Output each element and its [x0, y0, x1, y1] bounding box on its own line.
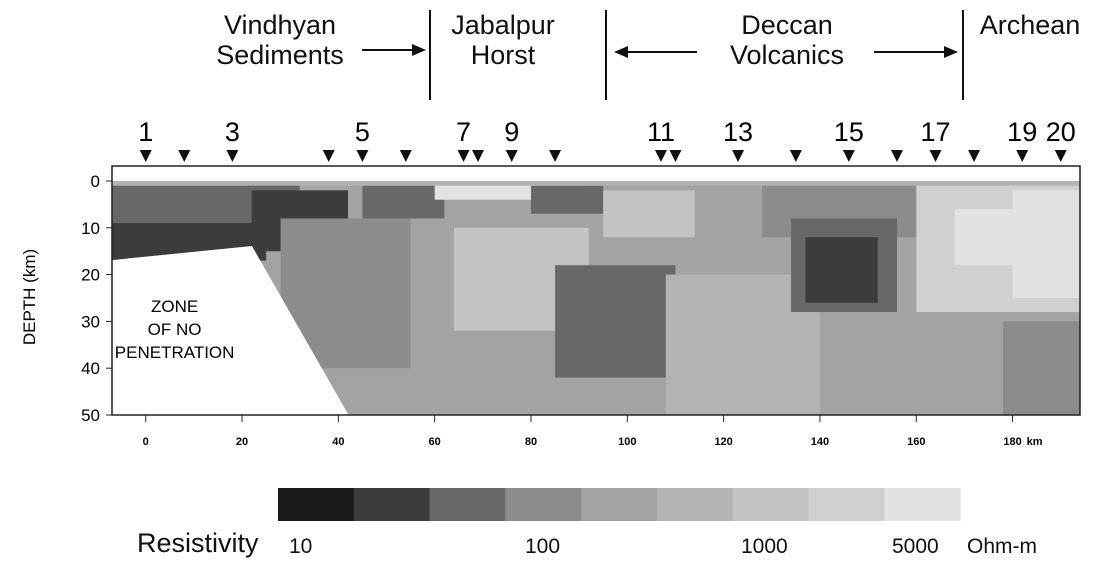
x-tick-label-140: 140 [811, 436, 829, 448]
x-axis-ticks: 0 20 40 60 80 100 120 140 160 180 km [143, 415, 1043, 448]
station-label-9: 9 [504, 117, 519, 147]
arrow-deccan-east [874, 46, 958, 58]
x-tick-label-0: 0 [143, 436, 149, 448]
colorbar-tick-1000: 1000 [741, 535, 788, 558]
resistivity-zones [112, 166, 1080, 415]
arrow-to-jabalpur [362, 44, 426, 56]
x-tick-label-160: 160 [907, 436, 925, 448]
plot-frame [111, 165, 1081, 416]
station-label-13: 13 [723, 117, 753, 147]
station-marker-12 [732, 150, 745, 162]
x-tick-label-80: 80 [525, 436, 537, 448]
station-marker-2 [226, 150, 239, 162]
colorbar-swatch-1 [353, 488, 431, 521]
surface-band [112, 166, 1080, 181]
station-labels: 1 3 5 7 9 11 13 15 17 19 20 [138, 117, 1076, 147]
x-unit-label: km [1027, 436, 1043, 448]
station-marker-6 [457, 150, 470, 162]
colorbar [278, 488, 961, 521]
arrow-deccan-west [614, 46, 697, 58]
y-tick-label-10: 10 [81, 219, 100, 238]
station-marker-0 [139, 150, 152, 162]
station-marker-7 [472, 150, 485, 162]
station-label-5: 5 [355, 117, 370, 147]
colorbar-swatch-8 [884, 488, 961, 521]
y-tick-label-30: 30 [81, 312, 100, 331]
colorbar-title: Resistivity [137, 528, 259, 558]
x-tick-label-60: 60 [429, 436, 441, 448]
x-tick-label-20: 20 [236, 436, 248, 448]
zone-label: ZONE OF NO PENETRATION [115, 297, 235, 362]
station-label-7: 7 [456, 117, 471, 147]
colorbar-tick-100: 100 [525, 535, 561, 558]
colorbar-swatch-7 [808, 488, 885, 521]
colorbar-tick-10: 10 [289, 535, 313, 558]
station-label-11: 11 [647, 117, 675, 147]
station-label-1: 1 [138, 117, 153, 147]
region-jabalpur-horst: Jabalpur Horst [451, 10, 555, 70]
resistivity-zone-8 [530, 185, 604, 214]
colorbar-swatch-0 [278, 488, 355, 521]
resistivity-zone-9 [603, 190, 695, 238]
station-marker-19 [1054, 150, 1067, 162]
station-marker-1 [178, 150, 191, 162]
station-marker-16 [929, 150, 942, 162]
resistivity-zone-19 [112, 181, 1080, 186]
station-label-15: 15 [834, 117, 864, 147]
station-label-20: 20 [1046, 117, 1076, 147]
colorbar-swatch-6 [732, 488, 809, 521]
station-marker-13 [789, 150, 802, 162]
colorbar-swatch-5 [656, 488, 734, 521]
y-tick-label-0: 0 [91, 172, 100, 191]
station-label-17: 17 [920, 117, 950, 147]
station-marker-11 [669, 150, 682, 162]
station-marker-3 [322, 150, 335, 162]
colorbar-tick-5000: 5000 [892, 535, 939, 558]
region-vindhyan-sediments: Vindhyan Sediments [216, 10, 344, 70]
resistivity-zone-17 [1012, 190, 1080, 298]
station-marker-10 [655, 150, 668, 162]
station-marker-15 [890, 150, 903, 162]
x-tick-label-100: 100 [618, 436, 636, 448]
y-tick-label-20: 20 [81, 266, 100, 285]
station-marker-4 [356, 150, 369, 162]
station-marker-8 [505, 150, 518, 162]
resistivity-zone-16 [954, 209, 1013, 266]
station-markers [139, 150, 1067, 162]
colorbar-swatch-4 [581, 488, 658, 521]
station-marker-9 [549, 150, 562, 162]
x-tick-label-40: 40 [332, 436, 344, 448]
x-tick-label-180: 180 [1003, 436, 1021, 448]
station-marker-5 [399, 150, 412, 162]
station-label-3: 3 [225, 117, 240, 147]
colorbar-unit: Ohm-m [967, 535, 1037, 558]
station-marker-18 [1016, 150, 1029, 162]
station-marker-17 [968, 150, 981, 162]
resistivity-zone-10 [555, 265, 676, 378]
y-tick-label-50: 50 [81, 406, 100, 425]
y-axis-ticks: 0 10 20 30 40 50 [81, 172, 112, 425]
region-deccan-volcanics: Deccan Volcanics [729, 10, 845, 70]
y-tick-label-40: 40 [81, 359, 100, 378]
region-archean: Archean [979, 10, 1081, 40]
y-axis-label: DEPTH (km) [20, 249, 39, 345]
x-tick-label-120: 120 [714, 436, 732, 448]
colorbar-swatch-3 [505, 488, 582, 521]
colorbar-swatch-2 [429, 488, 506, 521]
resistivity-zone-18 [1002, 321, 1080, 415]
station-marker-14 [842, 150, 855, 162]
resistivity-zone-14 [805, 237, 878, 303]
station-label-19: 19 [1007, 117, 1037, 147]
resistivity-zone-5 [362, 181, 445, 219]
